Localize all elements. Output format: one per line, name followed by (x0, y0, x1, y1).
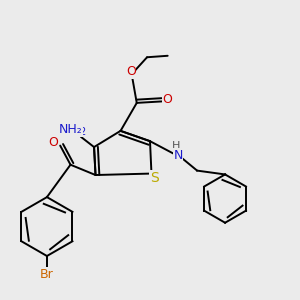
Text: 2: 2 (79, 127, 85, 137)
Text: NH₂: NH₂ (58, 123, 82, 136)
Text: O: O (126, 65, 136, 78)
Text: S: S (150, 171, 159, 185)
Text: Br: Br (40, 268, 54, 281)
Text: H: H (172, 141, 181, 151)
Text: N: N (173, 148, 183, 161)
Text: NH: NH (61, 123, 80, 136)
Text: O: O (48, 136, 58, 149)
Text: O: O (162, 93, 172, 106)
